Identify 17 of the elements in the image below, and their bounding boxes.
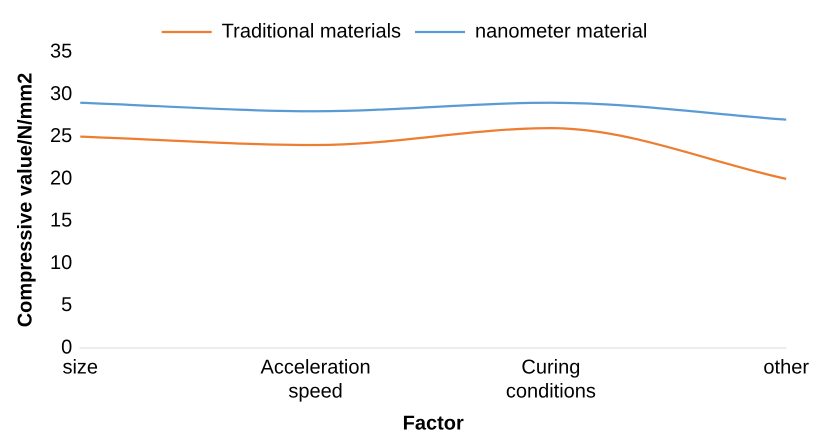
- y-axis-title: Compressive value/N/mm2: [14, 72, 37, 328]
- y-tick-label: 35: [50, 40, 72, 63]
- y-tick-label: 25: [50, 125, 72, 148]
- x-tick-label: other: [763, 356, 810, 379]
- y-tick-label: 5: [61, 294, 72, 316]
- x-tick-label: Acceleration speed: [260, 356, 371, 403]
- x-tick-label: Curing conditions: [506, 356, 596, 403]
- y-tick-label: 0: [61, 336, 72, 359]
- y-tick-label: 30: [50, 82, 72, 105]
- y-tick-label: 15: [50, 210, 72, 232]
- legend-label: Traditional materials: [222, 20, 402, 43]
- legend-label: nanometer material: [475, 20, 648, 43]
- y-tick-label: 10: [50, 252, 72, 274]
- x-tick-label: size: [62, 356, 98, 379]
- y-tick-label: 20: [50, 167, 72, 190]
- x-axis-title: Factor: [402, 412, 464, 435]
- line-series: [79, 126, 788, 180]
